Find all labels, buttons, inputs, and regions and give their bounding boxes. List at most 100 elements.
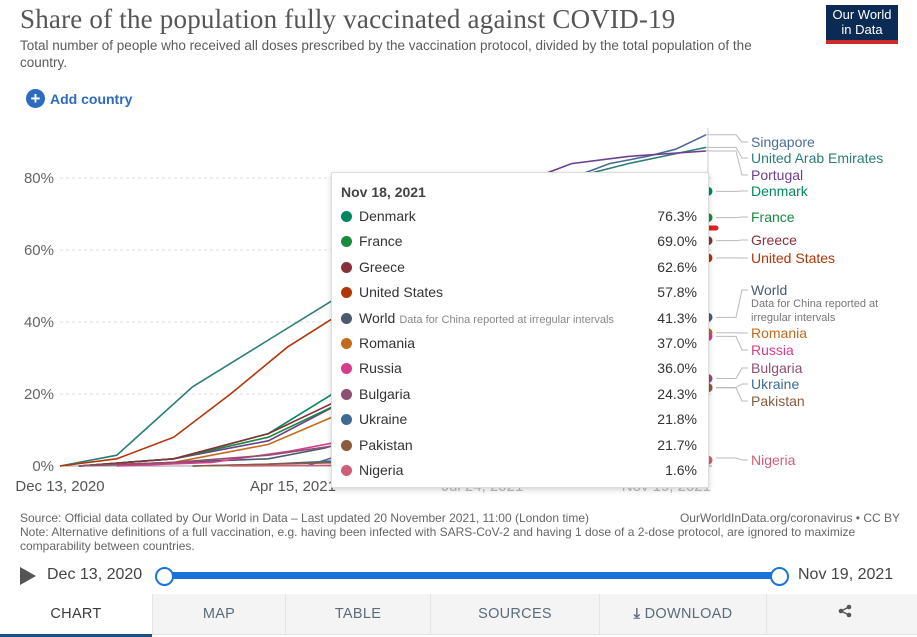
timeline-start-handle[interactable] <box>155 567 174 586</box>
tooltip-value: 37.0% <box>657 335 697 351</box>
series-color-dot <box>341 439 352 451</box>
tab-sources[interactable]: SOURCES <box>430 594 599 635</box>
plus-circle-icon: + <box>26 89 45 108</box>
tooltip-value: 62.6% <box>657 258 697 275</box>
timeline-end-label: Nov 19, 2021 <box>798 566 894 583</box>
series-color-dot <box>341 465 352 476</box>
tooltip-country: Nigeria <box>359 462 404 478</box>
label-connector <box>716 289 748 318</box>
tooltip-value: 76.3% <box>657 208 697 224</box>
label-connector <box>716 457 748 461</box>
tooltip-row: Pakistan 21.7% <box>341 436 697 456</box>
tooltip-country: Greece <box>359 258 405 275</box>
label-connector <box>706 146 748 159</box>
tab-chart[interactable]: CHART <box>0 594 152 637</box>
series-label-bulgaria: Bulgaria <box>751 360 803 376</box>
tooltip-value: 21.8% <box>657 411 697 428</box>
tooltip-value: 24.3% <box>657 385 697 402</box>
tooltip-country: France <box>359 233 403 250</box>
tab-label: TABLE <box>334 606 382 622</box>
label-connector <box>706 134 748 143</box>
world-note-line2: irregular intervals <box>751 312 836 324</box>
label-connector <box>716 239 748 242</box>
series-label-greece: Greece <box>751 232 797 248</box>
series-color-dot <box>341 338 352 349</box>
tab-label: MAP <box>202 606 236 622</box>
series-label-pakistan: Pakistan <box>751 393 805 409</box>
tooltip-row: United States 57.8% <box>341 283 697 303</box>
tooltip-row: Russia 36.0% <box>341 359 697 379</box>
source-link[interactable]: OurWorldInData.org/coronavirus • CC BY <box>679 511 900 525</box>
chart-title: Share of the population fully vaccinated… <box>20 4 676 34</box>
tooltip-row: Ukraine 21.8% <box>341 410 697 430</box>
timeline-start-label: Dec 13, 2020 <box>47 566 143 583</box>
series-label-russia: Russia <box>751 342 794 358</box>
chart-subtitle: Total number of people who received all … <box>20 38 752 70</box>
label-connector <box>716 387 748 402</box>
y-tick-label: 60% <box>24 242 54 259</box>
tooltip-value: 41.3% <box>657 309 697 326</box>
series-label-ukraine: Ukraine <box>751 376 799 392</box>
series-color-dot <box>341 312 352 324</box>
tooltip-country: United States <box>359 284 444 301</box>
series-label-world: World <box>751 282 787 298</box>
series-color-dot <box>341 236 352 248</box>
timeline[interactable]: Dec 13, 2020 Nov 19, 2021 <box>0 563 917 589</box>
tooltip-country: Pakistan <box>359 436 413 453</box>
x-tick-label: Apr 15, 2021 <box>250 478 336 495</box>
series-label-united-states: United States <box>751 250 835 266</box>
tooltip-value: 57.8% <box>657 284 697 301</box>
hover-tooltip: Nov 18, 2021 Denmark 76.3% France 69.0% Gree… <box>331 172 709 488</box>
timeline-end-handle[interactable] <box>770 567 789 586</box>
series-label-united-arab-emirates: United Arab Emirates <box>751 150 883 166</box>
owid-logo[interactable]: Our World in Data <box>826 5 898 44</box>
tab-download[interactable]: ⤓ DOWNLOAD <box>599 594 766 635</box>
label-connector <box>716 335 748 351</box>
label-connector <box>716 216 748 219</box>
tooltip-value: 69.0% <box>657 233 697 250</box>
series-color-dot <box>341 261 352 273</box>
series-label-romania: Romania <box>751 325 807 341</box>
share-icon <box>838 604 852 622</box>
footnote: Note: Alternative definitions of a full … <box>20 525 856 553</box>
tooltip-country: Bulgaria <box>359 385 411 402</box>
label-connector <box>706 150 748 176</box>
tooltip-country: Romania <box>359 335 416 351</box>
tooltip-row: France 69.0% <box>341 232 697 252</box>
tab-label: DOWNLOAD <box>644 606 733 622</box>
tooltip-row: World Data for China reported at irregula… <box>341 309 697 329</box>
tab-share[interactable] <box>766 594 917 635</box>
tab-label: CHART <box>50 606 102 622</box>
series-label-denmark: Denmark <box>751 183 809 199</box>
tooltip-country: Denmark <box>359 208 416 224</box>
tooltip-row: Bulgaria 24.3% <box>341 385 697 405</box>
tooltip-value: 36.0% <box>657 360 697 377</box>
series-color-dot <box>341 211 352 222</box>
tab-bar: CHART MAP TABLE SOURCES ⤓ DOWNLOAD <box>0 594 917 637</box>
x-tick-label: Dec 13, 2020 <box>15 478 104 495</box>
series-color-dot <box>341 287 352 299</box>
tooltip-row: Romania 37.0% <box>341 334 697 354</box>
add-country-button[interactable]: + Add country <box>26 89 132 108</box>
tooltip-row: Nigeria 1.6% <box>341 461 697 481</box>
tooltip-country: Russia <box>359 360 402 377</box>
y-tick-label: 80% <box>24 170 54 187</box>
series-color-dot <box>341 414 352 426</box>
play-icon[interactable] <box>20 567 36 585</box>
tooltip-country: World Data for China reported at irregula… <box>359 309 614 326</box>
series-label-nigeria: Nigeria <box>751 452 796 468</box>
tooltip-value: 21.7% <box>657 436 697 453</box>
tooltip-row: Denmark 76.3% <box>341 207 697 227</box>
series-label-singapore: Singapore <box>751 134 815 150</box>
tooltip-value: 1.6% <box>665 462 697 478</box>
series-color-dot <box>341 388 352 400</box>
tab-table[interactable]: TABLE <box>285 594 430 635</box>
add-country-label: Add country <box>50 90 133 107</box>
tooltip-country: Ukraine <box>359 411 408 428</box>
series-color-dot <box>341 363 352 375</box>
y-tick-label: 0% <box>32 458 54 475</box>
logo-line1: Our World <box>832 7 892 22</box>
tab-map[interactable]: MAP <box>152 594 285 635</box>
download-icon: ⤓ <box>633 606 645 622</box>
timeline-track[interactable] <box>163 572 779 579</box>
